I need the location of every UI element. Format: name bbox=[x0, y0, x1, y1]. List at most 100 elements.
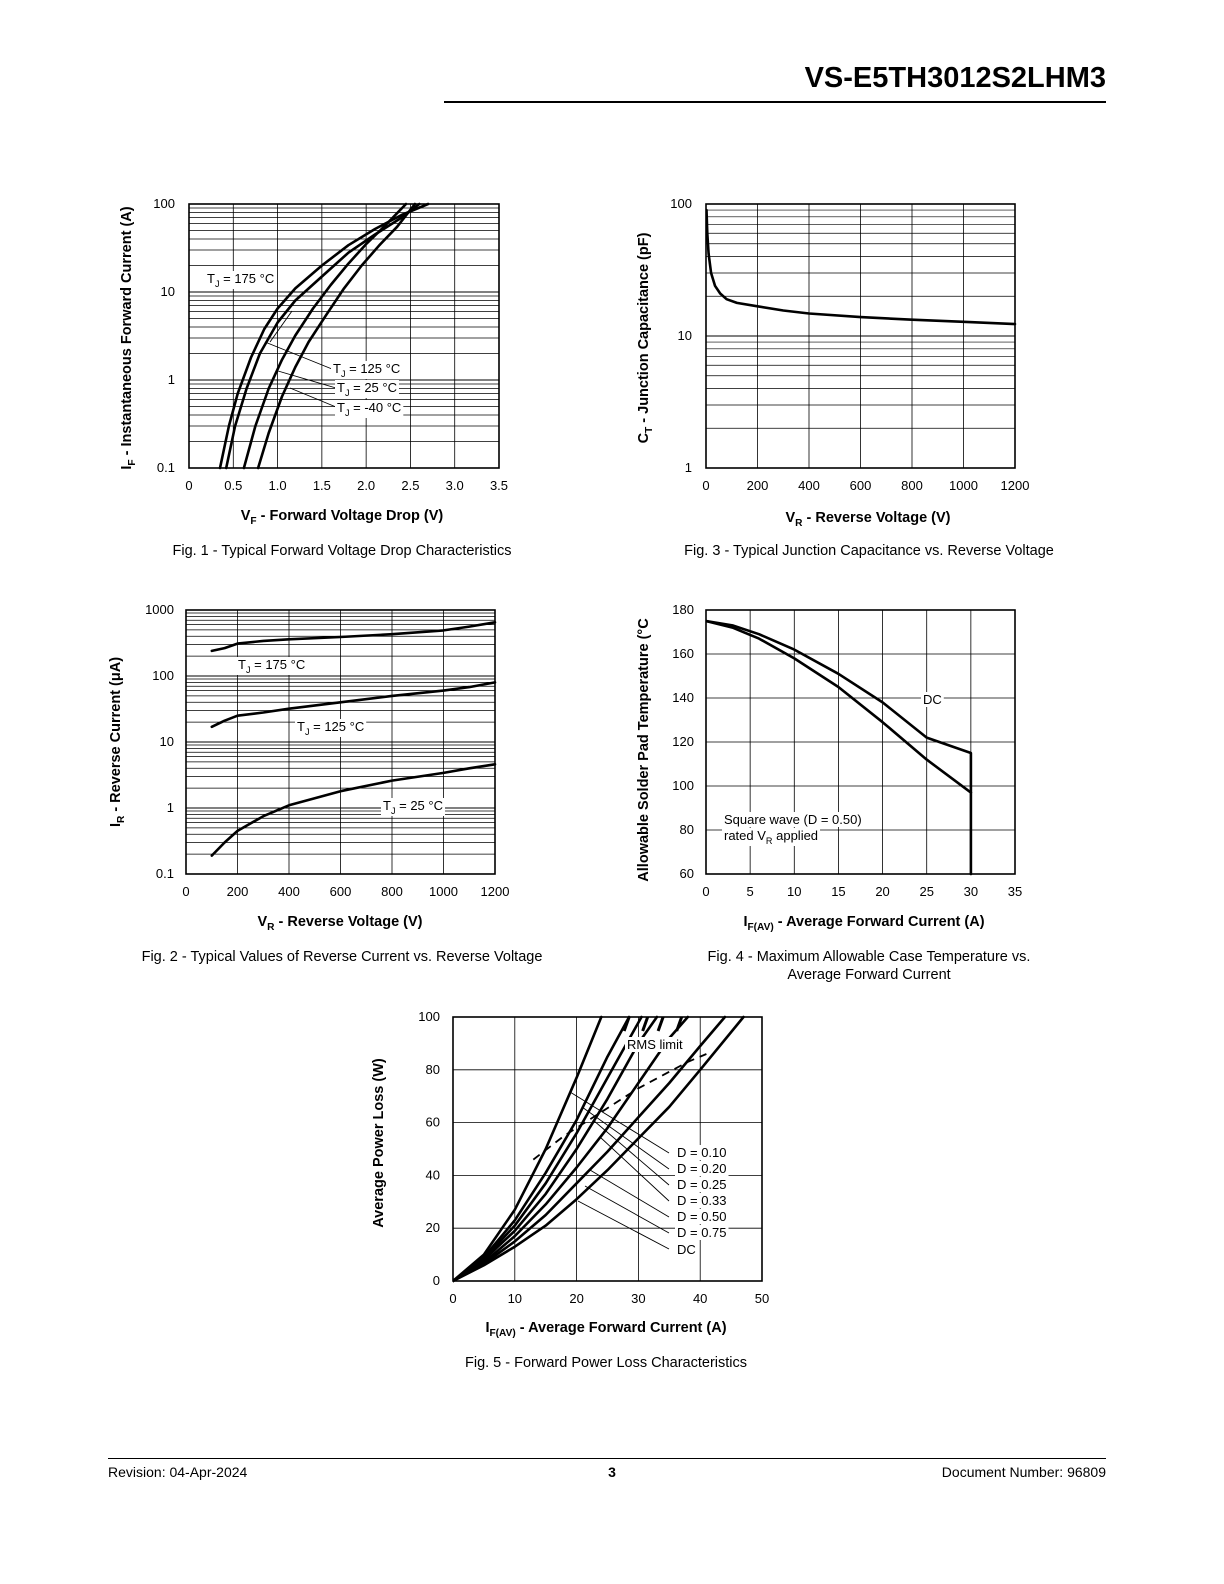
x-tick-label: 1.5 bbox=[313, 478, 331, 493]
series-line-d-0-33 bbox=[453, 1015, 659, 1283]
figure-caption: Fig. 2 - Typical Values of Reverse Curre… bbox=[142, 949, 543, 965]
x-axis-title: IF(AV) - Average Forward Current (A) bbox=[743, 914, 984, 933]
x-tick-label: 1200 bbox=[1001, 478, 1030, 493]
curve-label-bg bbox=[331, 361, 403, 379]
curve-label-bg bbox=[335, 400, 404, 418]
curve-label: DC bbox=[677, 1242, 696, 1257]
chart-fig4: 0 5 10 15 20 25 30 35 60 80 100 120 140 160 180 IF(AV) … bbox=[636, 602, 1030, 983]
revision-date: Revision: 04-Apr-2024 bbox=[108, 1464, 248, 1480]
x-tick-label: 1000 bbox=[429, 884, 458, 899]
grid-fig3 bbox=[705, 203, 1016, 469]
y-tick-label: 60 bbox=[680, 866, 694, 881]
curve-label: D = 0.10 bbox=[677, 1145, 727, 1160]
curve-label: RMS limit bbox=[627, 1037, 683, 1052]
curve-label: TJ = 125 °C bbox=[297, 719, 364, 737]
x-tick-label: 200 bbox=[747, 478, 769, 493]
x-tick-label: 1.0 bbox=[269, 478, 287, 493]
y-tick-label: 1 bbox=[685, 460, 692, 475]
part-number-title: VS-E5TH3012S2LHM3 bbox=[804, 62, 1106, 94]
label-leader-line bbox=[581, 1106, 670, 1170]
x-tick-label: 40 bbox=[693, 1291, 707, 1306]
document-number: Document Number: 96809 bbox=[941, 1464, 1106, 1480]
x-tick-label: 50 bbox=[755, 1291, 769, 1306]
y-tick-label: 100 bbox=[152, 668, 174, 683]
curve-label-bg bbox=[295, 719, 367, 737]
series-line-d-0-10 bbox=[453, 1015, 603, 1283]
series-line-tj-125-c bbox=[224, 202, 421, 470]
x-tick-label: 25 bbox=[919, 884, 933, 899]
y-tick-label: 80 bbox=[680, 822, 694, 837]
y-tick-label: 20 bbox=[426, 1220, 440, 1235]
label-leader-line bbox=[584, 1185, 670, 1234]
chart-fig3: 0 200 400 600 800 1000 1200 1 10 100 VR - Reverse … bbox=[636, 196, 1054, 559]
x-tick-label: 0 bbox=[702, 884, 709, 899]
x-tick-label: 0 bbox=[182, 884, 189, 899]
x-tick-label: 30 bbox=[964, 884, 978, 899]
series-line-dc bbox=[706, 619, 973, 876]
series-line-ct bbox=[706, 208, 1017, 326]
curve-label: D = 0.75 bbox=[677, 1225, 727, 1240]
x-tick-label: 600 bbox=[330, 884, 352, 899]
curve-label: DC bbox=[923, 692, 942, 707]
curve-label: TJ = 175 °C bbox=[238, 657, 305, 675]
curve-label: TJ = 175 °C bbox=[207, 271, 274, 289]
figure-caption: Fig. 5 - Forward Power Loss Characterist… bbox=[465, 1355, 747, 1371]
plot-frame bbox=[705, 609, 1016, 875]
x-tick-label: 1000 bbox=[949, 478, 978, 493]
label-leader-line bbox=[577, 1200, 670, 1250]
y-tick-label: 100 bbox=[153, 196, 175, 211]
curve-label-bg bbox=[921, 692, 944, 707]
y-axis-title: CT - Junction Capacitance (pF) bbox=[636, 232, 655, 443]
y-tick-label: 0 bbox=[433, 1273, 440, 1288]
label-leader-line bbox=[592, 1119, 670, 1186]
x-tick-label: 200 bbox=[227, 884, 249, 899]
x-tick-label: 0 bbox=[185, 478, 192, 493]
y-tick-label: 100 bbox=[672, 778, 694, 793]
x-tick-label: 400 bbox=[278, 884, 300, 899]
x-tick-label: 5 bbox=[747, 884, 754, 899]
y-tick-label: 160 bbox=[672, 646, 694, 661]
label-leader-line bbox=[289, 387, 337, 408]
chart-fig1: 0 0.5 1.0 1.5 2.0 2.5 3.0 3.5 0.1 1 10 100 VF - Forw… bbox=[119, 196, 512, 559]
x-axis-title: IF(AV) - Average Forward Current (A) bbox=[485, 1320, 726, 1339]
curve-label: D = 0.20 bbox=[677, 1161, 727, 1176]
curve-label: TJ = 25 °C bbox=[383, 798, 443, 816]
y-tick-label: 10 bbox=[678, 328, 692, 343]
series-line-tj-175-c bbox=[218, 202, 430, 470]
curve-label-bg bbox=[675, 1161, 729, 1176]
curve-label-bg bbox=[236, 657, 308, 675]
x-tick-label: 800 bbox=[901, 478, 923, 493]
x-tick-label: 600 bbox=[850, 478, 872, 493]
curve-label-bg bbox=[675, 1145, 729, 1160]
figure-caption: Fig. 3 - Typical Junction Capacitance vs… bbox=[684, 543, 1054, 559]
series-line-tj-125-c bbox=[210, 681, 497, 729]
plot-frame bbox=[452, 1016, 763, 1282]
y-tick-label: 100 bbox=[670, 196, 692, 211]
plot-frame bbox=[188, 203, 500, 469]
x-tick-label: 20 bbox=[875, 884, 889, 899]
y-axis-title: Allowable Solder Pad Temperature (°C bbox=[636, 618, 652, 882]
x-tick-label: 0 bbox=[702, 478, 709, 493]
figure-caption-line2: Average Forward Current bbox=[787, 967, 950, 983]
footer-rule bbox=[108, 1458, 1106, 1459]
series-line-tj-25-c bbox=[242, 202, 408, 470]
curve-label: TJ = -40 °C bbox=[337, 400, 401, 418]
x-tick-label: 35 bbox=[1008, 884, 1022, 899]
x-tick-label: 2.0 bbox=[357, 478, 375, 493]
curve-label-bg bbox=[625, 1037, 685, 1052]
y-tick-label: 180 bbox=[672, 602, 694, 617]
plot-frame bbox=[705, 203, 1016, 469]
curve-label-bg bbox=[675, 1242, 698, 1257]
x-axis-title: VR - Reverse Voltage (V) bbox=[786, 510, 951, 529]
header-rule bbox=[444, 101, 1106, 103]
curve-label-bg bbox=[675, 1209, 729, 1224]
curve-label: D = 0.33 bbox=[677, 1193, 727, 1208]
x-tick-label: 0.5 bbox=[224, 478, 242, 493]
label-leader-line bbox=[277, 370, 337, 389]
x-tick-label: 10 bbox=[508, 1291, 522, 1306]
curve-label-bg bbox=[722, 812, 864, 827]
y-axis-title: Average Power Loss (W) bbox=[371, 1058, 387, 1228]
x-tick-label: 2.5 bbox=[401, 478, 419, 493]
y-tick-label: 120 bbox=[672, 734, 694, 749]
x-tick-label: 800 bbox=[381, 884, 403, 899]
